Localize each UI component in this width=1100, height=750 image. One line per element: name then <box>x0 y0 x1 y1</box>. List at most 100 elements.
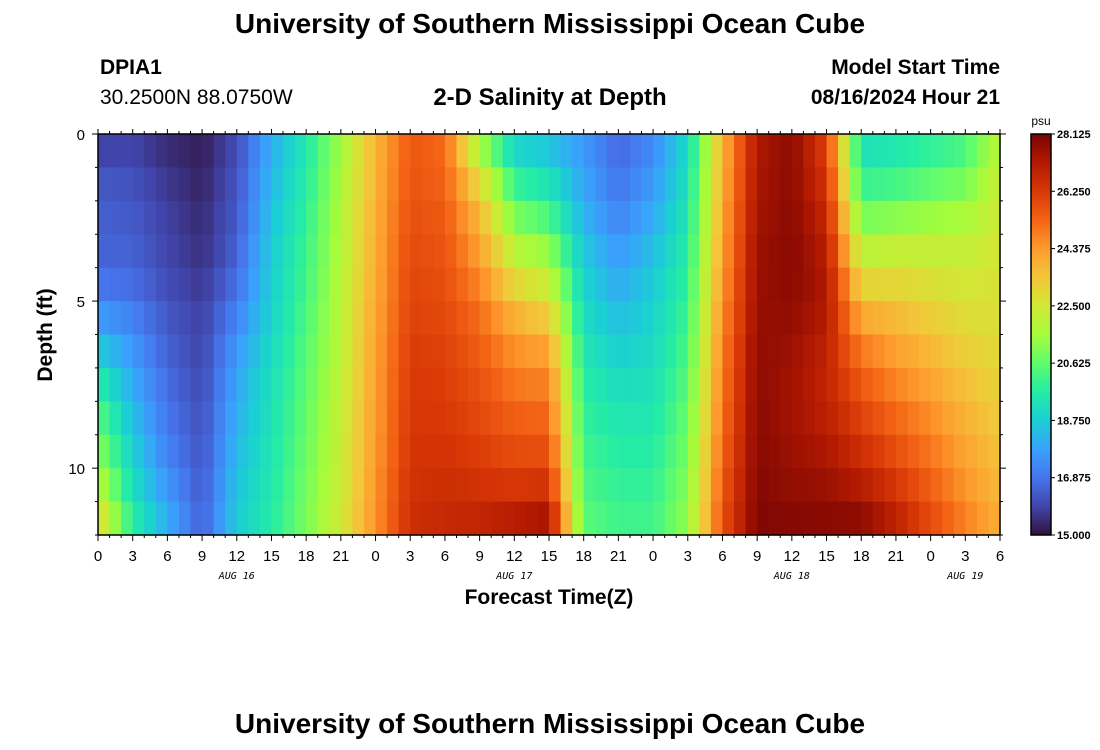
heatmap-cell <box>421 267 434 302</box>
heatmap-cell <box>872 434 885 469</box>
heatmap-cell <box>271 501 284 536</box>
heatmap-cell <box>468 434 481 469</box>
heatmap-cell <box>676 200 689 235</box>
heatmap-cell <box>132 134 145 169</box>
heatmap-cell <box>768 468 781 503</box>
heatmap-cell <box>560 200 573 235</box>
heatmap-cell <box>178 267 192 302</box>
heatmap-cell <box>468 301 481 336</box>
heatmap-cell <box>236 401 249 436</box>
heatmap-cell <box>595 167 608 202</box>
heatmap-cell <box>144 234 157 269</box>
x-tick-label: 18 <box>853 548 870 565</box>
heatmap-cell <box>687 167 700 202</box>
heatmap-cell <box>537 267 550 302</box>
heatmap-cell <box>965 501 978 536</box>
heatmap-cell <box>236 134 249 169</box>
x-tick-label: 21 <box>888 548 905 565</box>
heatmap-cell <box>664 501 677 536</box>
heatmap-cell <box>618 334 631 369</box>
heatmap-cell <box>653 267 666 302</box>
heatmap-cell <box>895 501 909 536</box>
heatmap-cell <box>502 301 515 336</box>
heatmap-cell <box>734 334 747 369</box>
day-label: AUG 17 <box>495 571 532 582</box>
heatmap-cell <box>919 167 932 202</box>
heatmap-cell <box>259 468 273 503</box>
heatmap-cell <box>676 234 689 269</box>
heatmap-cell <box>629 468 643 503</box>
heatmap-cell <box>606 301 619 336</box>
heatmap-cell <box>861 367 874 402</box>
heatmap-cell <box>676 367 689 402</box>
heatmap-cell <box>930 501 943 536</box>
heatmap-cell <box>190 134 203 169</box>
heatmap-cell <box>375 200 388 235</box>
heatmap-cell <box>953 501 966 536</box>
heatmap-cell <box>167 134 180 169</box>
heatmap-cell <box>907 167 920 202</box>
heatmap-cell <box>838 367 851 402</box>
heatmap-cell <box>306 501 319 536</box>
heatmap-cell <box>387 134 400 169</box>
heatmap-cell <box>271 434 284 469</box>
heatmap-cell <box>803 367 816 402</box>
heatmap-cell <box>259 301 273 336</box>
heatmap-cell <box>618 468 631 503</box>
heatmap-cell <box>722 334 735 369</box>
heatmap-cell <box>525 167 539 202</box>
heatmap-cell <box>329 200 342 235</box>
heatmap-cell <box>329 367 342 402</box>
heatmap-cell <box>768 401 781 436</box>
heatmap-cell <box>664 468 677 503</box>
heatmap-cell <box>283 468 296 503</box>
heatmap-cell <box>629 200 643 235</box>
heatmap-cell <box>537 367 550 402</box>
heatmap-cell <box>144 134 157 169</box>
heatmap-cell <box>734 301 747 336</box>
heatmap-cell <box>653 234 666 269</box>
heatmap-cell <box>375 367 388 402</box>
heatmap-cell <box>410 434 423 469</box>
x-tick-label: 3 <box>129 548 137 565</box>
heatmap-cell <box>306 200 319 235</box>
heatmap-cell <box>849 301 862 336</box>
heatmap-cell <box>502 501 515 536</box>
heatmap-cell <box>190 200 203 235</box>
heatmap-cell <box>132 301 145 336</box>
heatmap-cell <box>352 200 365 235</box>
heatmap-cell <box>965 301 978 336</box>
heatmap-cell <box>595 401 608 436</box>
heatmap-cell <box>745 200 758 235</box>
heatmap-cell <box>861 301 874 336</box>
heatmap-cell <box>629 267 643 302</box>
heatmap-cell <box>629 234 643 269</box>
heatmap-cell <box>421 301 434 336</box>
heatmap-cell <box>491 468 504 503</box>
heatmap-cell <box>838 167 851 202</box>
heatmap-cell <box>98 468 111 503</box>
heatmap-cell <box>710 401 724 436</box>
heatmap-cell <box>479 334 492 369</box>
heatmap-cell <box>768 501 781 536</box>
heatmap-cell <box>826 234 839 269</box>
model-start-value: 08/16/2024 Hour 21 <box>810 86 1000 109</box>
heatmap-cell <box>98 434 111 469</box>
heatmap-cell <box>236 200 249 235</box>
y-axis-title: Depth (ft) <box>34 288 57 381</box>
heatmap-cell <box>444 200 458 235</box>
x-tick-label: 0 <box>926 548 934 565</box>
heatmap-cell <box>872 167 885 202</box>
heatmap-cell <box>98 200 111 235</box>
heatmap-cell <box>259 167 273 202</box>
heatmap-cell <box>803 267 816 302</box>
heatmap-cell <box>468 401 481 436</box>
heatmap-cell <box>629 334 643 369</box>
heatmap-cell <box>109 501 122 536</box>
heatmap-cell <box>271 267 284 302</box>
heatmap-cell <box>491 401 504 436</box>
heatmap-cell <box>306 267 319 302</box>
heatmap-cell <box>606 334 619 369</box>
heatmap-cell <box>838 234 851 269</box>
heatmap-cell <box>456 234 469 269</box>
